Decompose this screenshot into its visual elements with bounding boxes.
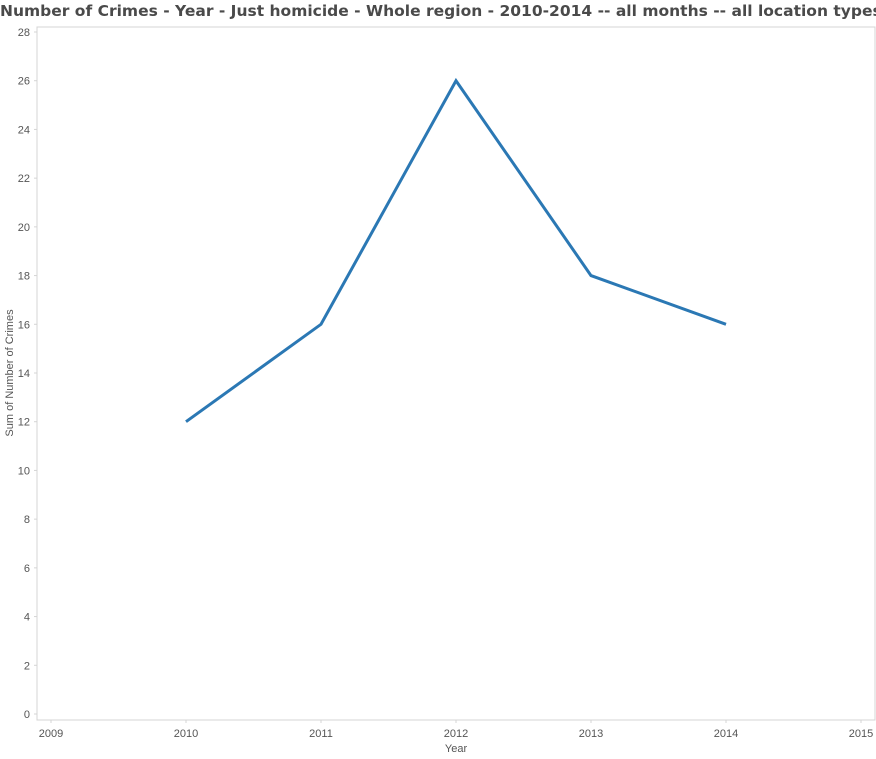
data-point[interactable] [722, 320, 730, 328]
x-axis-ticks: 2009 2010 2011 2012 2013 2014 2015 [39, 720, 873, 740]
x-tick-label: 2014 [714, 728, 738, 740]
y-tick-label: 22 [18, 173, 30, 185]
y-tick-label: 2 [24, 660, 30, 672]
y-tick-label: 12 [18, 417, 30, 429]
y-tick-label: 26 [18, 76, 30, 88]
y-tick-label: 8 [24, 514, 30, 526]
data-point[interactable] [317, 320, 325, 328]
x-tick-label: 2013 [579, 728, 603, 740]
x-tick-label: 2015 [849, 728, 873, 740]
y-tick-label: 0 [24, 709, 30, 721]
plot-area-frame [36, 26, 876, 721]
series-layer [182, 77, 730, 426]
y-tick-label: 6 [24, 563, 30, 575]
x-tick-label: 2010 [174, 728, 198, 740]
series-line-0 [185, 77, 727, 423]
y-tick-label: 10 [18, 465, 30, 477]
y-tick-label: 14 [18, 368, 30, 380]
data-point[interactable] [452, 77, 460, 85]
x-axis-label: Year [445, 743, 468, 755]
x-tick-label: 2011 [309, 728, 333, 740]
data-point[interactable] [182, 418, 190, 426]
data-point[interactable] [587, 272, 595, 280]
y-tick-label: 20 [18, 222, 30, 234]
y-tick-label: 28 [18, 27, 30, 39]
chart-title: Number of Crimes - Year - Just homicide … [0, 2, 876, 20]
y-axis-label: Sum of Number of Crimes [4, 309, 16, 437]
y-tick-label: 24 [18, 124, 30, 136]
x-tick-label: 2012 [444, 728, 468, 740]
x-tick-label: 2009 [39, 728, 63, 740]
y-tick-label: 18 [18, 271, 30, 283]
y-tick-label: 16 [18, 319, 30, 331]
y-tick-label: 4 [24, 612, 30, 624]
